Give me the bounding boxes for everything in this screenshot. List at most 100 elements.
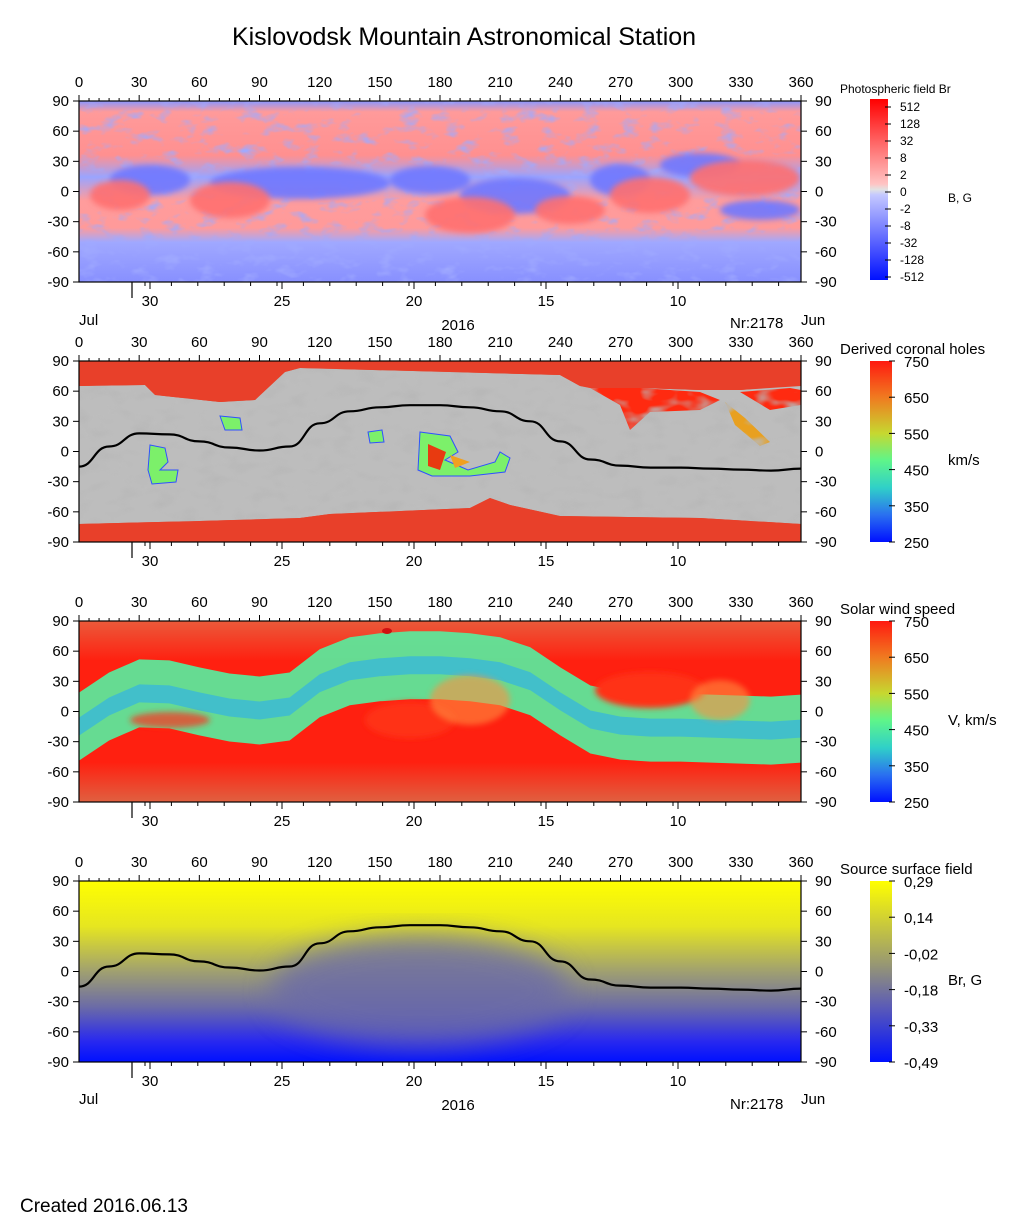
- colorbar-tick-label: 650: [904, 650, 929, 667]
- latitude-tick-label-right: -60: [815, 504, 837, 521]
- latitude-tick-label-right: 60: [815, 123, 832, 140]
- rotation-label: Nr:2178: [730, 1096, 783, 1113]
- longitude-tick-label: 330: [728, 334, 753, 351]
- longitude-tick-label: 150: [367, 854, 392, 871]
- rotation-label: Nr:2178: [730, 315, 783, 332]
- day-tick-label: 10: [670, 1073, 687, 1090]
- latitude-tick-label-left: -30: [47, 214, 69, 231]
- longitude-tick-label: 270: [608, 74, 633, 91]
- latitude-tick-label-left: 0: [61, 184, 69, 201]
- longitude-tick-label: 150: [367, 594, 392, 611]
- day-tick-label: 10: [670, 293, 687, 310]
- latitude-tick-label-right: 0: [815, 444, 823, 461]
- longitude-tick-label: 240: [548, 334, 573, 351]
- colorbar-unit: B, G: [948, 191, 972, 205]
- latitude-tick-label-left: -60: [47, 504, 69, 521]
- longitude-tick-label: 180: [427, 334, 452, 351]
- colorbar-tick-label: -0,02: [904, 946, 938, 963]
- latitude-tick-label-left: -90: [47, 274, 69, 291]
- day-tick-label: 15: [538, 553, 555, 570]
- longitude-tick-label: 90: [251, 74, 268, 91]
- latitude-tick-label-left: -60: [47, 244, 69, 261]
- longitude-tick-label: 60: [191, 594, 208, 611]
- latitude-tick-label-right: -90: [815, 534, 837, 551]
- latitude-tick-label-right: -30: [815, 214, 837, 231]
- colorbar-tick-label: 0: [900, 185, 907, 199]
- longitude-tick-label: 30: [131, 594, 148, 611]
- colorbar-tick-label: 0,29: [904, 874, 933, 891]
- longitude-tick-label: 240: [548, 74, 573, 91]
- longitude-tick-label: 360: [788, 74, 813, 91]
- colorbar-coronal-holes: Derived coronal holes 750 650 550 450 350 250…: [840, 341, 985, 552]
- longitude-tick-label: 0: [75, 334, 83, 351]
- longitude-tick-label: 330: [728, 594, 753, 611]
- colorbar-tick-label: 250: [904, 795, 929, 812]
- longitude-tick-label: 90: [251, 334, 268, 351]
- latitude-tick-label-left: 0: [61, 704, 69, 721]
- day-tick-label: 25: [274, 813, 291, 830]
- longitude-tick-label: 360: [788, 854, 813, 871]
- colorbar-tick-label: 750: [904, 614, 929, 631]
- longitude-tick-label: 210: [488, 74, 513, 91]
- longitude-tick-label: 120: [307, 334, 332, 351]
- colorbar-unit: Br, G: [948, 972, 982, 989]
- colorbar-tick-label: -0,49: [904, 1055, 938, 1072]
- slow-wind-core: [79, 656, 801, 740]
- colorbar-tick-label: 450: [904, 723, 929, 740]
- longitude-tick-label: 240: [548, 594, 573, 611]
- latitude-tick-label-left: -60: [47, 1024, 69, 1041]
- colorbar-tick-label: 2: [900, 168, 907, 182]
- colorbar-title: Derived coronal holes: [840, 341, 985, 358]
- longitude-tick-label: 270: [608, 854, 633, 871]
- latitude-tick-label-right: 60: [815, 903, 832, 920]
- latitude-tick-label-right: 0: [815, 964, 823, 981]
- latitude-tick-label-right: 90: [815, 613, 832, 630]
- latitude-tick-label-right: 30: [815, 933, 832, 950]
- latitude-tick-label-left: -30: [47, 734, 69, 751]
- day-tick-label: 10: [670, 553, 687, 570]
- day-tick-label: 25: [274, 553, 291, 570]
- colorbar-tick-label: 8: [900, 151, 907, 165]
- longitude-tick-label: 330: [728, 854, 753, 871]
- latitude-tick-label-right: 0: [815, 184, 823, 201]
- month-label-right: Jun: [801, 312, 825, 329]
- latitude-tick-label-right: -30: [815, 994, 837, 1011]
- longitude-tick-label: 360: [788, 334, 813, 351]
- latitude-tick-label-right: 30: [815, 153, 832, 170]
- longitude-tick-label: 330: [728, 74, 753, 91]
- longitude-tick-label: 120: [307, 74, 332, 91]
- latitude-tick-label-left: -60: [47, 764, 69, 781]
- colorbar-tick-label: 350: [904, 759, 929, 776]
- latitude-tick-label-left: -30: [47, 994, 69, 1011]
- latitude-tick-label-left: 0: [61, 444, 69, 461]
- colorbar-tick-label: 32: [900, 134, 914, 148]
- latitude-tick-label-right: 60: [815, 643, 832, 660]
- day-tick-label: 15: [538, 813, 555, 830]
- latitude-tick-label-right: 0: [815, 704, 823, 721]
- longitude-tick-label: 240: [548, 854, 573, 871]
- day-tick-label: 30: [142, 1073, 159, 1090]
- latitude-tick-label-right: -30: [815, 734, 837, 751]
- latitude-tick-label-left: 60: [52, 643, 69, 660]
- longitude-tick-label: 180: [427, 854, 452, 871]
- colorbar-title: Source surface field: [840, 861, 973, 878]
- latitude-tick-label-left: 60: [52, 383, 69, 400]
- latitude-tick-label-right: -60: [815, 244, 837, 261]
- longitude-tick-label: 0: [75, 854, 83, 871]
- latitude-tick-label-right: 90: [815, 873, 832, 890]
- longitude-tick-label: 300: [668, 594, 693, 611]
- latitude-tick-label-left: 60: [52, 903, 69, 920]
- month-label-left: Jul: [79, 1091, 98, 1108]
- latitude-tick-label-left: 90: [52, 93, 69, 110]
- longitude-tick-label: 30: [131, 854, 148, 871]
- longitude-tick-label: 270: [608, 594, 633, 611]
- latitude-tick-label-right: -60: [815, 1024, 837, 1041]
- colorbar-tick-label: 450: [904, 463, 929, 480]
- day-tick-label: 15: [538, 1073, 555, 1090]
- latitude-tick-label-left: -30: [47, 474, 69, 491]
- colorbar-tick-label: 550: [904, 686, 929, 703]
- latitude-tick-label-left: 90: [52, 613, 69, 630]
